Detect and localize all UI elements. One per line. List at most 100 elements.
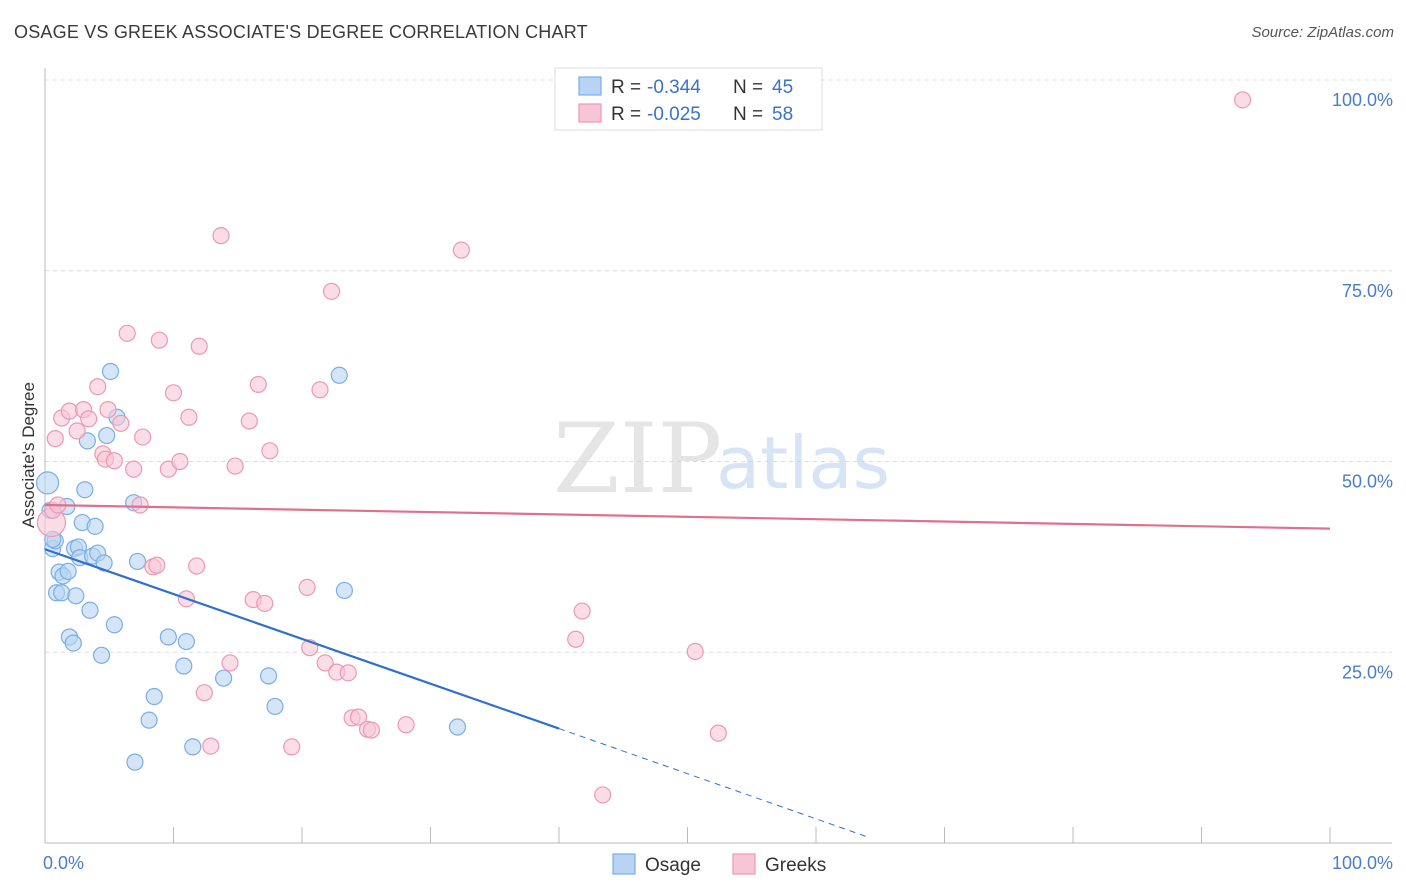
legend-swatch-greeks: [578, 103, 602, 123]
x-tick-label-left: 0.0%: [43, 853, 84, 873]
data-points: [35, 71, 1252, 804]
osage-point: [128, 552, 147, 571]
greeks-point: [118, 324, 136, 342]
greeks-point: [322, 282, 341, 300]
greeks-point: [89, 378, 107, 396]
greeks-point: [68, 422, 86, 440]
osage-point: [335, 581, 354, 600]
greeks-point: [283, 738, 301, 756]
greeks-point: [594, 786, 612, 804]
greeks-point: [298, 578, 316, 596]
trend-lines: [44, 503, 1331, 838]
greeks-point: [99, 401, 117, 419]
greeks-point: [349, 708, 368, 726]
osage-point: [67, 587, 85, 605]
greeks-trend-line: [44, 503, 1331, 530]
osage-point: [59, 562, 77, 580]
greeks-point: [226, 457, 244, 475]
y-tick-label-25: 25.0%: [1342, 662, 1393, 682]
osage-point: [35, 471, 60, 495]
greeks-point: [709, 724, 727, 742]
greeks-point: [202, 737, 220, 755]
axes: [44, 68, 1392, 844]
osage-point: [78, 432, 97, 450]
greeks-point: [249, 375, 267, 394]
greeks-point: [125, 460, 143, 478]
legend-greeks-r-value: -0.025: [647, 104, 701, 125]
greeks-point: [686, 642, 704, 661]
legend-swatch-osage: [578, 76, 602, 96]
legend-osage-n-value: 45: [772, 77, 793, 98]
greeks-point: [316, 654, 334, 672]
legend-osage-r-label: R =: [611, 77, 641, 98]
osage-point: [76, 481, 94, 499]
osage-trend-line-extension: [558, 728, 868, 838]
source-credit: Source: ZipAtlas.com: [1251, 24, 1394, 41]
legend-osage-n-label: N =: [733, 77, 763, 98]
greeks-point: [311, 381, 329, 399]
greeks-point: [567, 630, 585, 648]
chart-title: OSAGE VS GREEK ASSOCIATE'S DEGREE CORREL…: [14, 22, 588, 42]
osage-point: [53, 584, 71, 602]
osage-point: [175, 657, 193, 675]
legend-greeks-n-label: N =: [733, 104, 763, 125]
watermark-zip: ZIP: [553, 403, 722, 515]
greeks-point: [362, 721, 380, 739]
correlation-legend: R = -0.344 N = 45 R = -0.025 N = 58: [554, 67, 823, 131]
osage-point: [177, 632, 195, 651]
osage-point: [81, 601, 99, 619]
watermark-atlas: atlas: [716, 421, 890, 505]
greeks-point: [212, 227, 230, 245]
greeks-point: [148, 556, 166, 574]
greeks-point: [452, 241, 470, 259]
osage-point: [259, 667, 278, 685]
greeks-point: [46, 430, 64, 448]
osage-point: [159, 628, 177, 646]
greeks-point: [131, 496, 149, 514]
bottom-legend-swatch-greeks: [732, 853, 756, 875]
osage-point: [92, 646, 111, 664]
bottom-legend-greeks: Greeks: [765, 855, 826, 876]
greeks-point: [188, 557, 206, 575]
greeks-point: [164, 384, 183, 402]
greeks-point: [339, 664, 357, 682]
osage-point: [448, 718, 467, 736]
legend-greeks-n-value: 58: [772, 104, 793, 125]
series-legend: Osage Greeks: [612, 853, 826, 876]
osage-point: [64, 634, 82, 652]
greeks-point: [221, 654, 239, 672]
osage-point: [98, 426, 116, 445]
x-tick-label-right: 100.0%: [1332, 853, 1393, 873]
greeks-point: [261, 442, 279, 460]
osage-point: [184, 738, 202, 756]
legend-greeks-r-label: R =: [611, 104, 641, 125]
osage-point: [140, 711, 158, 729]
greeks-point: [80, 410, 98, 428]
bottom-legend-osage: Osage: [645, 855, 701, 876]
greeks-point: [240, 412, 258, 430]
osage-point: [145, 687, 163, 706]
greeks-point: [171, 452, 189, 471]
y-tick-label-75: 75.0%: [1342, 281, 1393, 301]
osage-trend-line: [44, 548, 560, 730]
greeks-point: [180, 408, 198, 426]
osage-point: [101, 362, 120, 381]
y-tick-label-100: 100.0%: [1332, 90, 1393, 110]
legend-osage-r-value: -0.344: [647, 77, 701, 98]
greeks-point: [256, 594, 274, 613]
gridlines: [45, 79, 1392, 653]
greeks-point: [190, 337, 208, 355]
osage-point: [86, 517, 104, 535]
greeks-point: [195, 684, 213, 702]
osage-point: [215, 669, 233, 687]
greeks-point: [105, 452, 123, 470]
greeks-point: [1234, 91, 1252, 109]
osage-point: [126, 753, 144, 771]
tick-labels: 25.0% 50.0% 75.0% 100.0% 0.0% 100.0%: [43, 90, 1393, 873]
greeks-point: [397, 716, 415, 734]
greeks-point: [573, 602, 591, 620]
bottom-legend-swatch-osage: [612, 853, 636, 875]
osage-point: [266, 697, 284, 716]
watermark: ZIP atlas: [553, 403, 890, 515]
